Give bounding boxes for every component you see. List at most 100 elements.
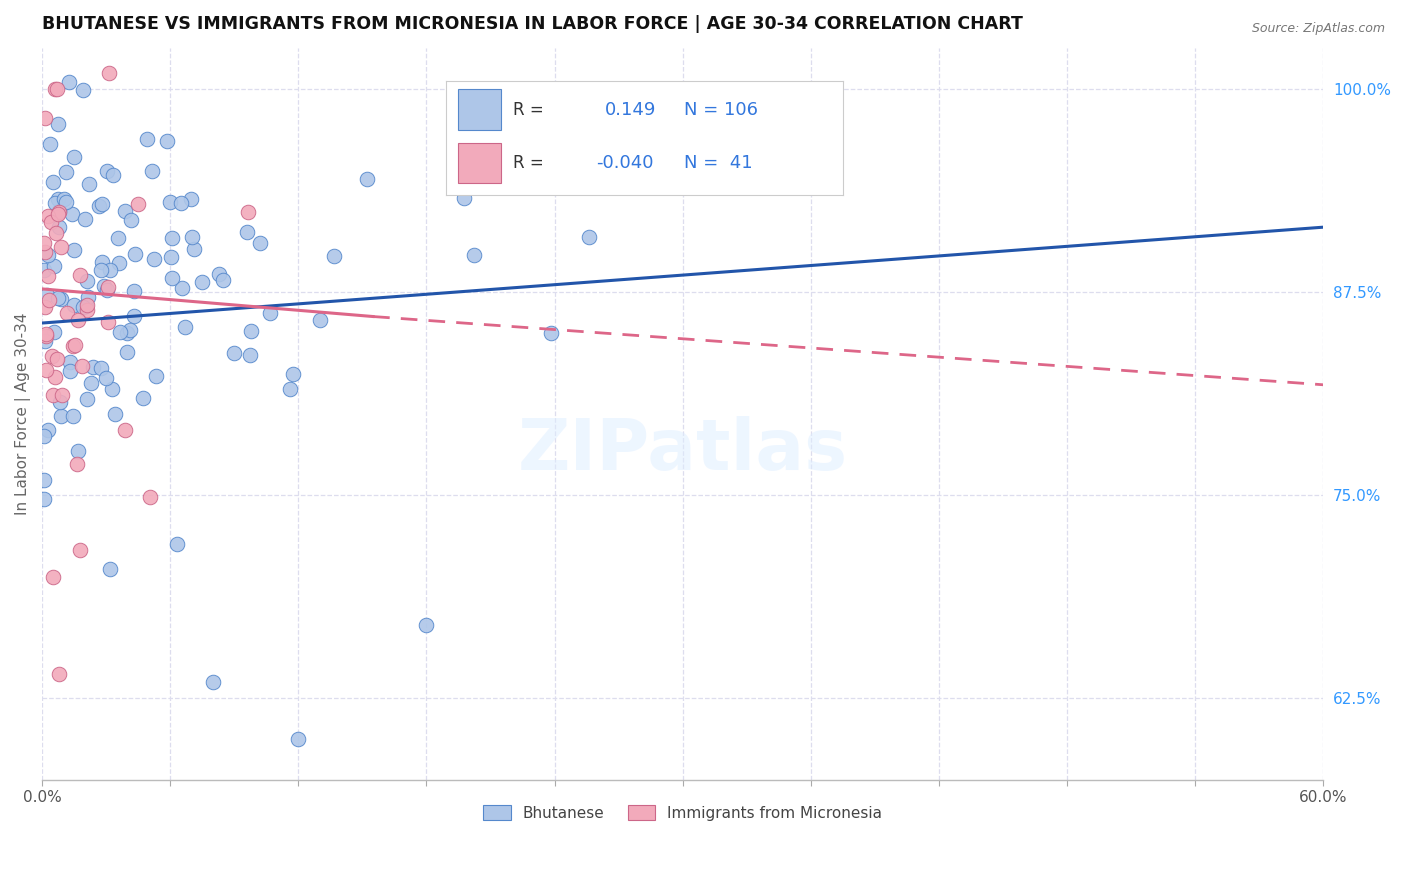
Point [180, 192, 202, 206]
Point [127, 197, 149, 211]
Point [48, 205, 70, 219]
Point [101, 168, 124, 182]
Point [80, 376, 103, 390]
Point [415, 618, 437, 632]
Point [107, 231, 129, 245]
Point [32, 429, 55, 443]
Point [34, 334, 56, 349]
Point [356, 171, 378, 186]
Point [160, 250, 183, 264]
Point [115, 326, 138, 340]
Point [63, 243, 86, 257]
Point [37, 248, 59, 262]
Point [240, 324, 263, 338]
Point [120, 212, 142, 227]
Point [322, 249, 344, 263]
Point [98, 262, 121, 277]
Point [278, 382, 301, 396]
Point [174, 319, 197, 334]
Point [463, 247, 485, 261]
Point [90, 255, 112, 269]
Point [59, 364, 82, 378]
Point [38, 137, 60, 152]
Point [51, 292, 73, 306]
Point [62, 339, 84, 353]
Point [93, 279, 115, 293]
Point [172, 281, 194, 295]
Point [66, 458, 89, 472]
Point [51, 387, 73, 401]
Point [142, 252, 165, 267]
Point [35, 329, 58, 343]
Point [37, 209, 59, 223]
Point [160, 231, 183, 245]
Point [34, 245, 56, 260]
Point [96, 163, 118, 178]
Y-axis label: In Labor Force | Age 30-34: In Labor Force | Age 30-34 [15, 313, 31, 516]
Point [45, 227, 67, 241]
Point [63, 337, 86, 351]
Point [156, 134, 179, 148]
Point [114, 424, 136, 438]
Point [41, 388, 63, 402]
Point [66, 313, 89, 327]
Point [35, 363, 58, 377]
Point [287, 731, 309, 746]
Point [76, 298, 98, 312]
Point [75, 299, 97, 313]
Point [46, 291, 69, 305]
Point [222, 346, 245, 360]
Point [39, 215, 62, 229]
Point [38, 293, 60, 308]
Text: ZIPatlas: ZIPatlas [517, 416, 848, 485]
Point [578, 230, 600, 244]
Point [42, 569, 65, 583]
Text: Source: ZipAtlas.com: Source: ZipAtlas.com [1251, 22, 1385, 36]
Point [63, 150, 86, 164]
Point [236, 225, 259, 239]
Point [45, 351, 67, 366]
Point [101, 382, 124, 396]
Point [87, 199, 110, 213]
Point [48, 204, 70, 219]
Point [136, 132, 159, 146]
Point [98, 66, 121, 80]
Point [124, 247, 146, 261]
Point [32, 235, 55, 250]
Point [77, 177, 100, 191]
Point [170, 195, 193, 210]
Point [46, 117, 69, 131]
Point [124, 310, 146, 324]
Point [540, 326, 562, 340]
Legend: Bhutanese, Immigrants from Micronesia: Bhutanese, Immigrants from Micronesia [477, 799, 889, 827]
Point [191, 276, 214, 290]
Point [66, 444, 89, 458]
Point [44, 82, 66, 96]
Point [131, 391, 153, 405]
Point [62, 409, 84, 423]
Point [141, 163, 163, 178]
Point [46, 82, 69, 96]
Point [58, 75, 80, 89]
Point [90, 263, 112, 277]
Point [249, 236, 271, 251]
Point [37, 268, 59, 283]
Point [42, 260, 65, 274]
Point [34, 300, 56, 314]
Point [97, 315, 120, 329]
Point [107, 256, 129, 270]
Point [259, 306, 281, 320]
Point [51, 240, 73, 254]
Point [49, 409, 72, 424]
Point [48, 207, 70, 221]
Point [453, 191, 475, 205]
Point [37, 424, 59, 438]
Point [44, 196, 66, 211]
Point [48, 219, 70, 234]
Point [42, 325, 65, 339]
Point [34, 111, 56, 125]
Point [35, 326, 58, 341]
Point [70, 359, 93, 373]
Point [94, 371, 117, 385]
Point [76, 290, 98, 304]
